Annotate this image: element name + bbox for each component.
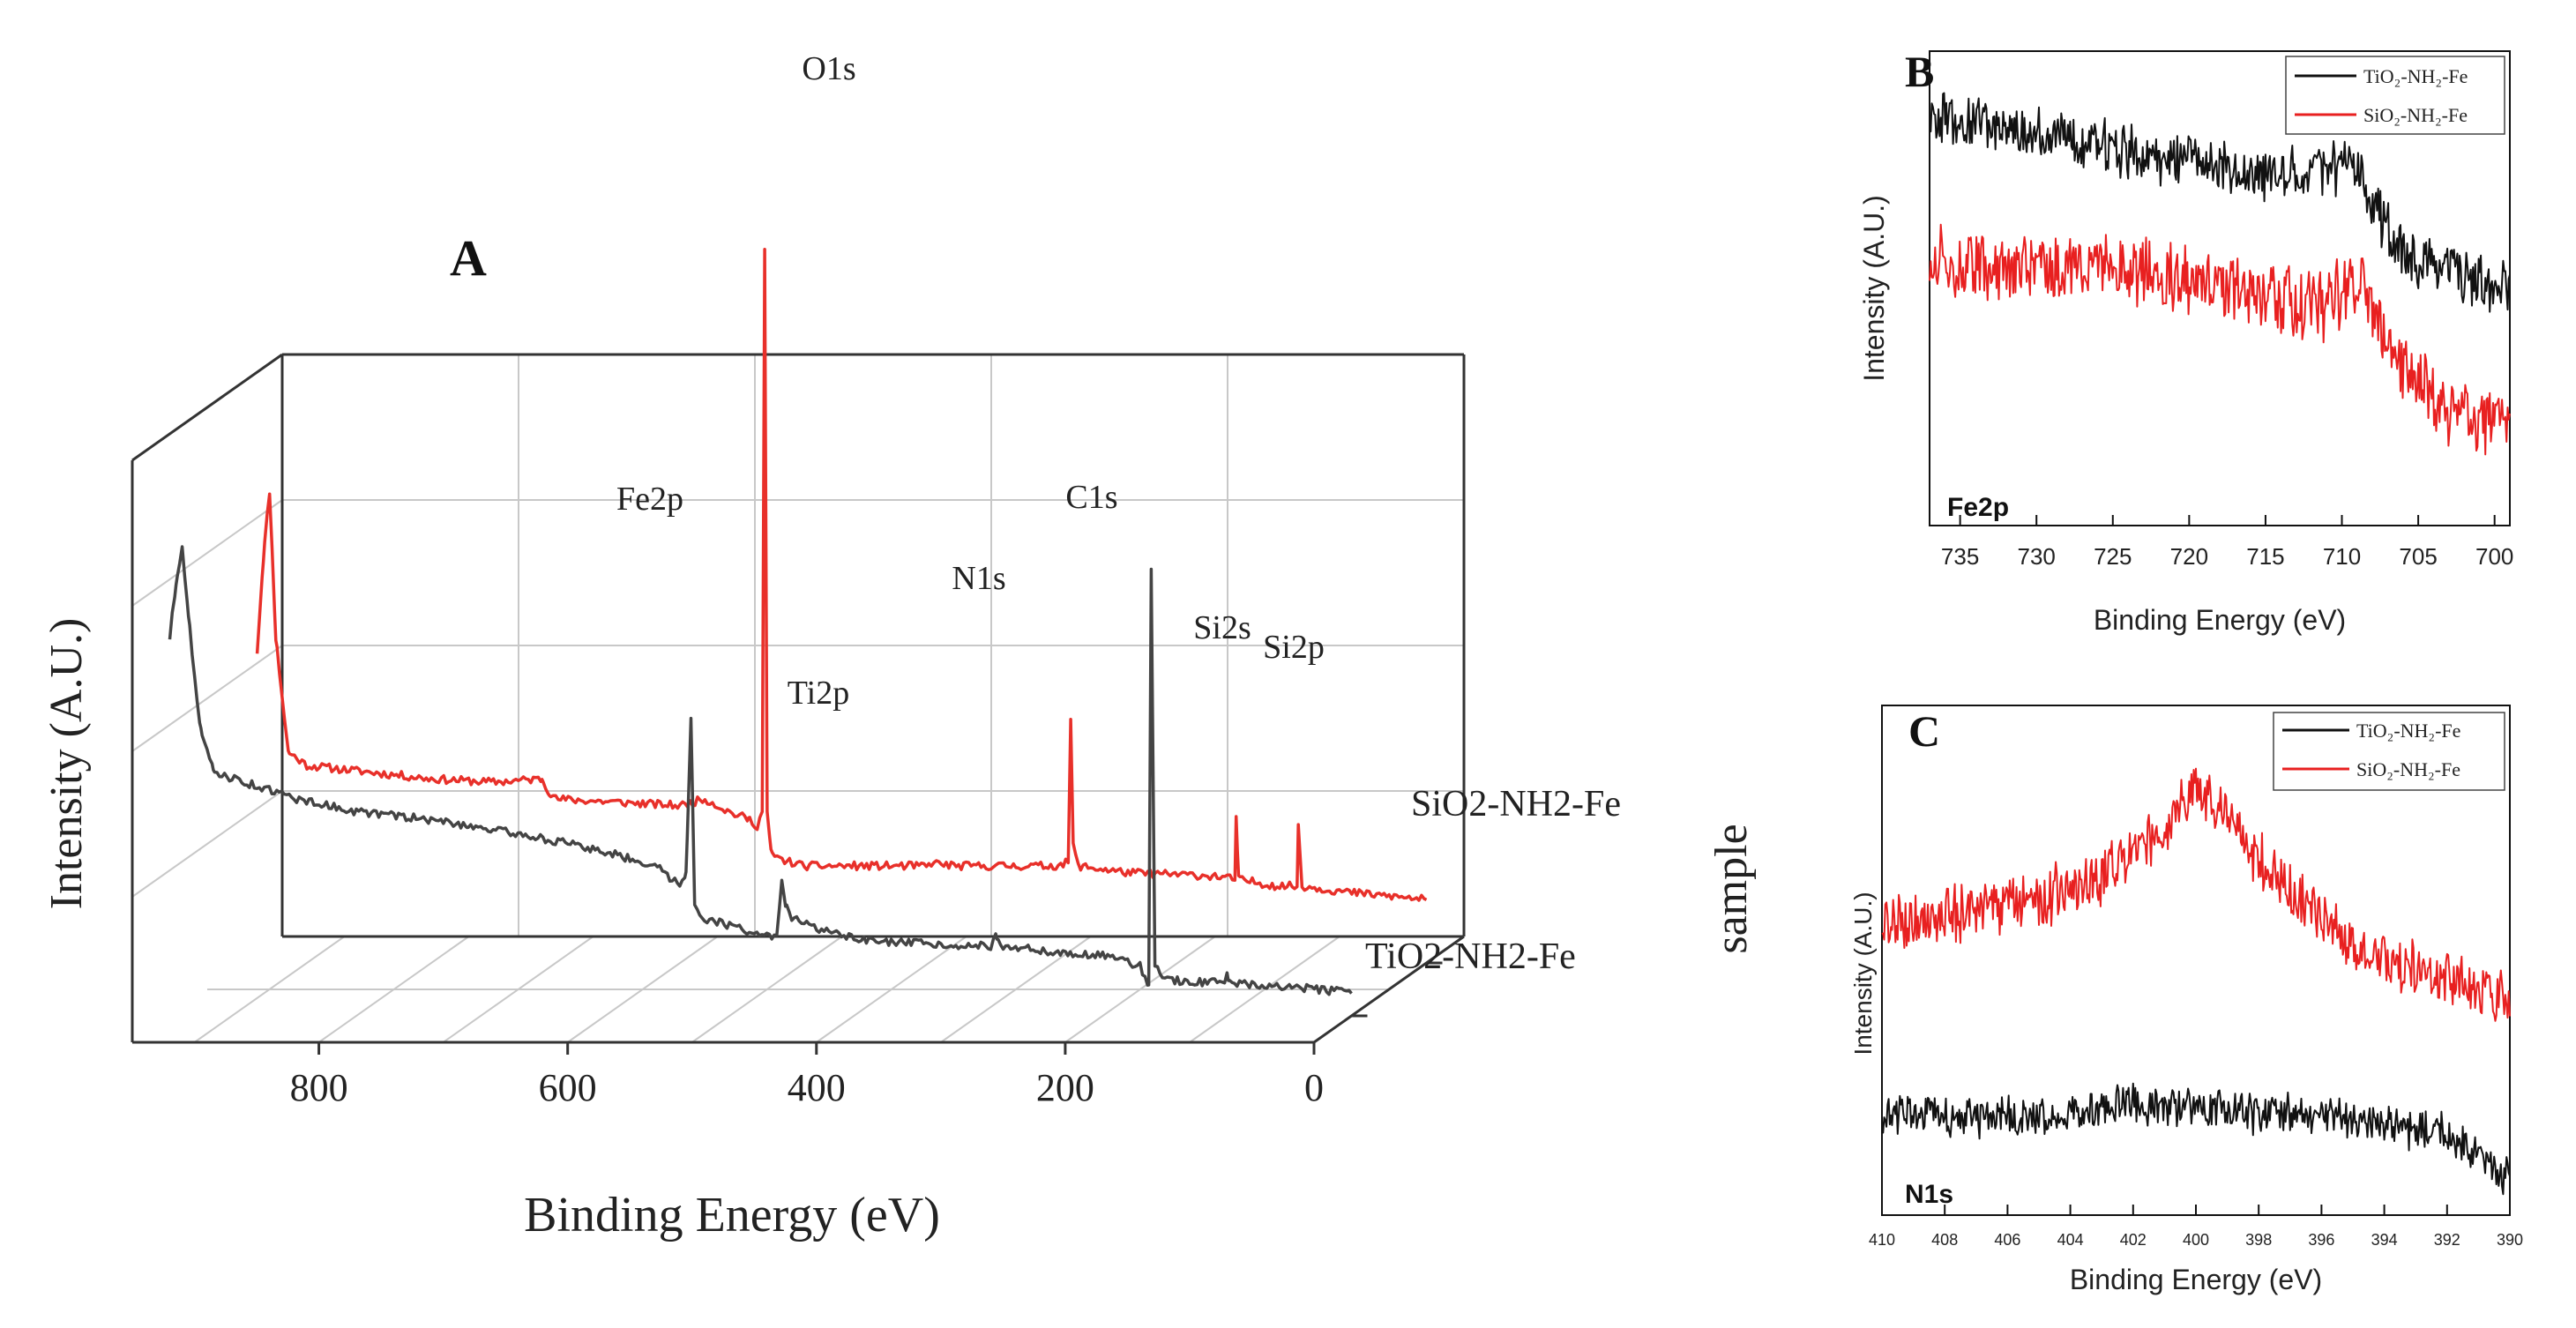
panel-c-letter: C <box>1908 706 1940 756</box>
panel-b-legend: TiO₂-NH₂-Fe SiO₂-NH₂-Fe <box>2285 56 2505 135</box>
legend-label-sio2: SiO₂-NH₂-Fe <box>2363 104 2468 126</box>
panel-a-survey-spectrum: 800 600 400 200 0 A Intensity (A.U.) Binding… <box>41 50 1757 1242</box>
peak-label-ti2p: Ti2p <box>788 675 849 712</box>
panel-c-y-axis-label: Intensity (A.U.) <box>1849 892 1877 1055</box>
panel-b-x-axis-label: Binding Energy (eV) <box>2094 604 2346 636</box>
x-tick-label: 402 <box>2120 1231 2147 1249</box>
x-tick-label: 600 <box>539 1066 597 1109</box>
x-tick-label: 700 <box>2475 543 2513 570</box>
panel-b-ticks: 735 730 725 720 715 710 705 700 <box>1941 515 2513 570</box>
series-line-tio2-nh2-fe <box>168 545 1353 996</box>
peak-label-o1s: O1s <box>802 50 855 87</box>
x-tick-label: 800 <box>290 1066 348 1109</box>
panel-a-letter: A <box>450 229 487 287</box>
panel-a-series-label-sio2: SiO2-NH2-Fe <box>1411 784 1621 824</box>
panel-a-series-label-tio2: TiO2-NH2-Fe <box>1365 936 1576 977</box>
panel-b-letter: B <box>1905 47 1934 96</box>
panel-a-y-axis-label: Intensity (A.U.) <box>41 618 92 910</box>
panel-a-ticks: 800 600 400 200 0 <box>290 961 1443 1109</box>
x-tick-label: 720 <box>2170 543 2208 570</box>
peak-label-c1s: C1s <box>1065 479 1117 516</box>
panel-a-series <box>168 247 1428 996</box>
x-tick-label: 735 <box>1941 543 1979 570</box>
x-tick-label: 396 <box>2308 1231 2334 1249</box>
panel-c-ticks: 410 408 406 404 402 400 398 396 394 392 390 <box>1869 1205 2523 1249</box>
side-top-edge <box>131 353 283 462</box>
series-line-sio2-nh2-fe <box>255 247 1428 902</box>
panel-c-x-axis-label: Binding Energy (eV) <box>2070 1264 2322 1295</box>
legend-label-tio2: TiO₂-NH₂-Fe <box>2363 65 2468 87</box>
x-tick-label: 200 <box>1036 1066 1094 1109</box>
panel-c-corner-label: N1s <box>1905 1180 1953 1209</box>
depth-axis-line <box>1313 935 1465 1044</box>
panel-c-series <box>1881 767 2511 1196</box>
x-tick-label: 400 <box>788 1066 846 1109</box>
x-tick-label: 730 <box>2018 543 2056 570</box>
peak-label-fe2p: Fe2p <box>616 481 683 518</box>
x-tick-label: 390 <box>2497 1231 2523 1249</box>
panel-b-series <box>1929 92 2511 456</box>
peak-label-si2p: Si2p <box>1263 629 1325 666</box>
peak-label-n1s: N1s <box>952 560 1005 597</box>
panel-b-y-axis-label: Intensity (A.U.) <box>1858 195 1890 382</box>
series-line-tio2-nh2-fe <box>1881 1082 2511 1196</box>
series-line-tio2-nh2-fe <box>1929 92 2511 313</box>
legend-label-sio2: SiO₂-NH₂-Fe <box>2356 758 2460 780</box>
x-tick-label: 394 <box>2371 1231 2398 1249</box>
x-tick-label: 410 <box>1869 1231 1895 1249</box>
x-tick-label: 400 <box>2183 1231 2209 1249</box>
side-gridline <box>131 499 283 607</box>
legend-label-tio2: TiO₂-NH₂-Fe <box>2356 720 2460 742</box>
series-line-sio2-nh2-fe <box>1881 767 2511 1022</box>
side-gridline <box>131 645 283 752</box>
panel-a-x-axis-label: Binding Energy (eV) <box>524 1188 940 1242</box>
x-tick-label: 0 <box>1304 1066 1324 1109</box>
panel-b-frame <box>1929 50 2511 526</box>
panel-b-corner-label: Fe2p <box>1947 493 2009 522</box>
x-tick-label: 406 <box>1994 1231 2020 1249</box>
panel-a-sample-axis-label: sample <box>1706 824 1757 953</box>
panel-b-fe2p-spectrum: 735 730 725 720 715 710 705 700 B Intensity (A.… <box>1858 47 2513 636</box>
panel-c-legend: TiO₂-NH₂-Fe SiO₂-NH₂-Fe <box>2273 712 2505 791</box>
x-tick-label: 710 <box>2323 543 2361 570</box>
peak-label-si2s: Si2s <box>1193 609 1251 646</box>
x-tick-label: 398 <box>2245 1231 2272 1249</box>
panel-c-n1s-spectrum: 410 408 406 404 402 400 398 396 394 392 390 C Inte… <box>1849 705 2523 1295</box>
panel-a-frame <box>131 353 1466 1044</box>
x-tick-label: 404 <box>2057 1231 2084 1249</box>
side-gridline <box>131 790 283 898</box>
x-tick-label: 725 <box>2094 543 2132 570</box>
x-tick-label: 392 <box>2434 1231 2460 1249</box>
x-tick-label: 705 <box>2399 543 2437 570</box>
x-tick-label: 408 <box>1931 1231 1958 1249</box>
series-line-sio2-nh2-fe <box>1929 223 2511 456</box>
x-tick-label: 715 <box>2246 543 2284 570</box>
